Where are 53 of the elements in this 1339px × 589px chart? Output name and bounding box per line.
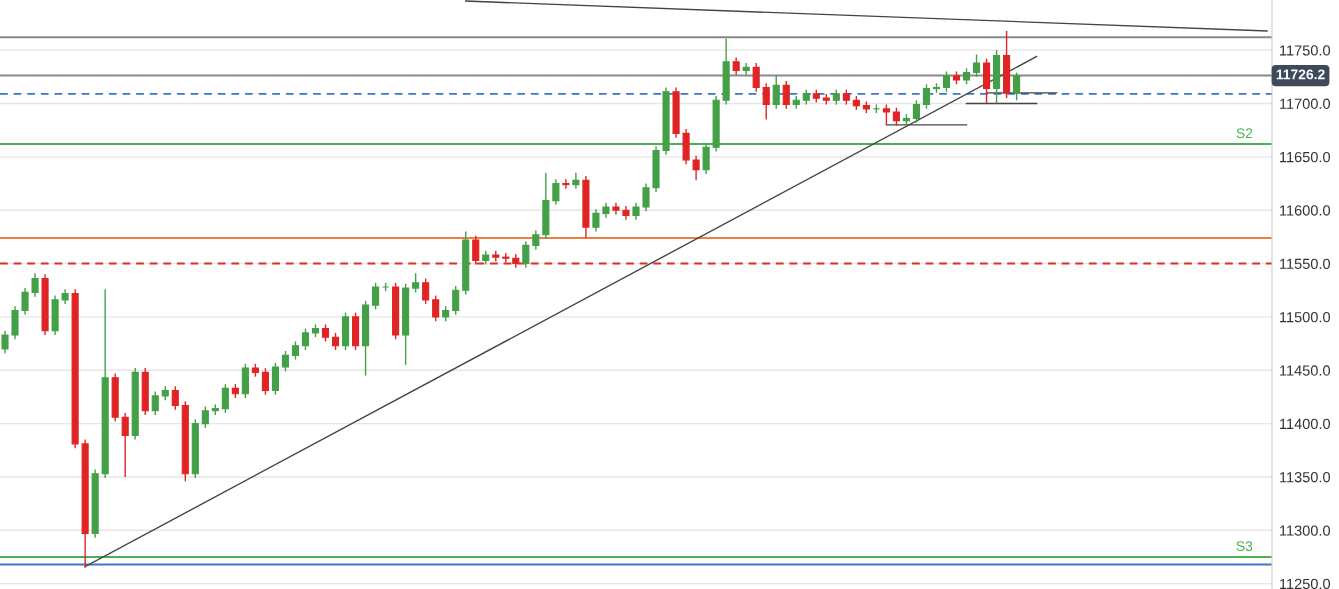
candlestick <box>882 103 890 126</box>
candlestick <box>912 99 921 124</box>
candlestick <box>762 82 770 121</box>
candlestick <box>782 80 790 110</box>
candlestick <box>1 330 9 354</box>
y-tick-label: 11650.0 <box>1280 151 1331 163</box>
candlestick <box>201 405 209 429</box>
candlestick <box>121 412 129 478</box>
candlestick <box>522 240 530 269</box>
candlestick <box>301 327 310 351</box>
candlestick <box>772 75 780 110</box>
candlestick <box>942 70 951 93</box>
candlestick <box>291 340 300 361</box>
candlestick <box>552 178 560 206</box>
y-tick-label: 11550.0 <box>1280 258 1331 269</box>
candlestick <box>752 62 760 93</box>
candlestick <box>922 83 931 110</box>
candlestick <box>592 208 600 233</box>
candlestick <box>221 383 229 414</box>
candlestick <box>892 107 900 127</box>
candlestick <box>261 367 269 396</box>
ref-line-label: 11726.2 <box>1276 69 1325 80</box>
candlestick <box>562 178 570 190</box>
candlestick <box>1013 71 1021 101</box>
candlestick <box>412 272 420 294</box>
candlestick <box>692 155 700 182</box>
candlestick <box>432 294 440 322</box>
candlestick <box>452 285 460 316</box>
candlestick <box>642 182 650 212</box>
y-tick-label: 11400.0 <box>1280 418 1331 430</box>
y-tick-label: 11300.0 <box>1280 525 1331 536</box>
candlestick <box>532 229 540 251</box>
y-tick-label: 11700.0 <box>1280 98 1331 109</box>
candlestick <box>742 62 750 76</box>
ref-line-label: S3 <box>1236 541 1253 552</box>
y-tick-label: 11750.0 <box>1280 45 1331 56</box>
ref-line-label: S2 <box>1236 128 1253 139</box>
candlestick <box>271 362 279 396</box>
candlestick <box>702 142 710 175</box>
candlestick <box>21 287 29 316</box>
candlestick <box>281 350 290 373</box>
y-tick-label: 11500.0 <box>1280 312 1331 323</box>
candlestick <box>422 277 430 305</box>
candlestick <box>572 172 580 190</box>
y-tick-label: 11350.0 <box>1280 472 1331 483</box>
candlestick <box>171 385 179 411</box>
y-tick-label: 11250.0 <box>1280 578 1331 589</box>
candlestick <box>972 53 981 78</box>
y-tick-label: 11450.0 <box>1280 365 1331 376</box>
candlestick <box>31 272 39 298</box>
candlestick <box>151 390 159 416</box>
y-tick-label: 11600.0 <box>1280 205 1331 216</box>
candlestick <box>372 282 380 311</box>
